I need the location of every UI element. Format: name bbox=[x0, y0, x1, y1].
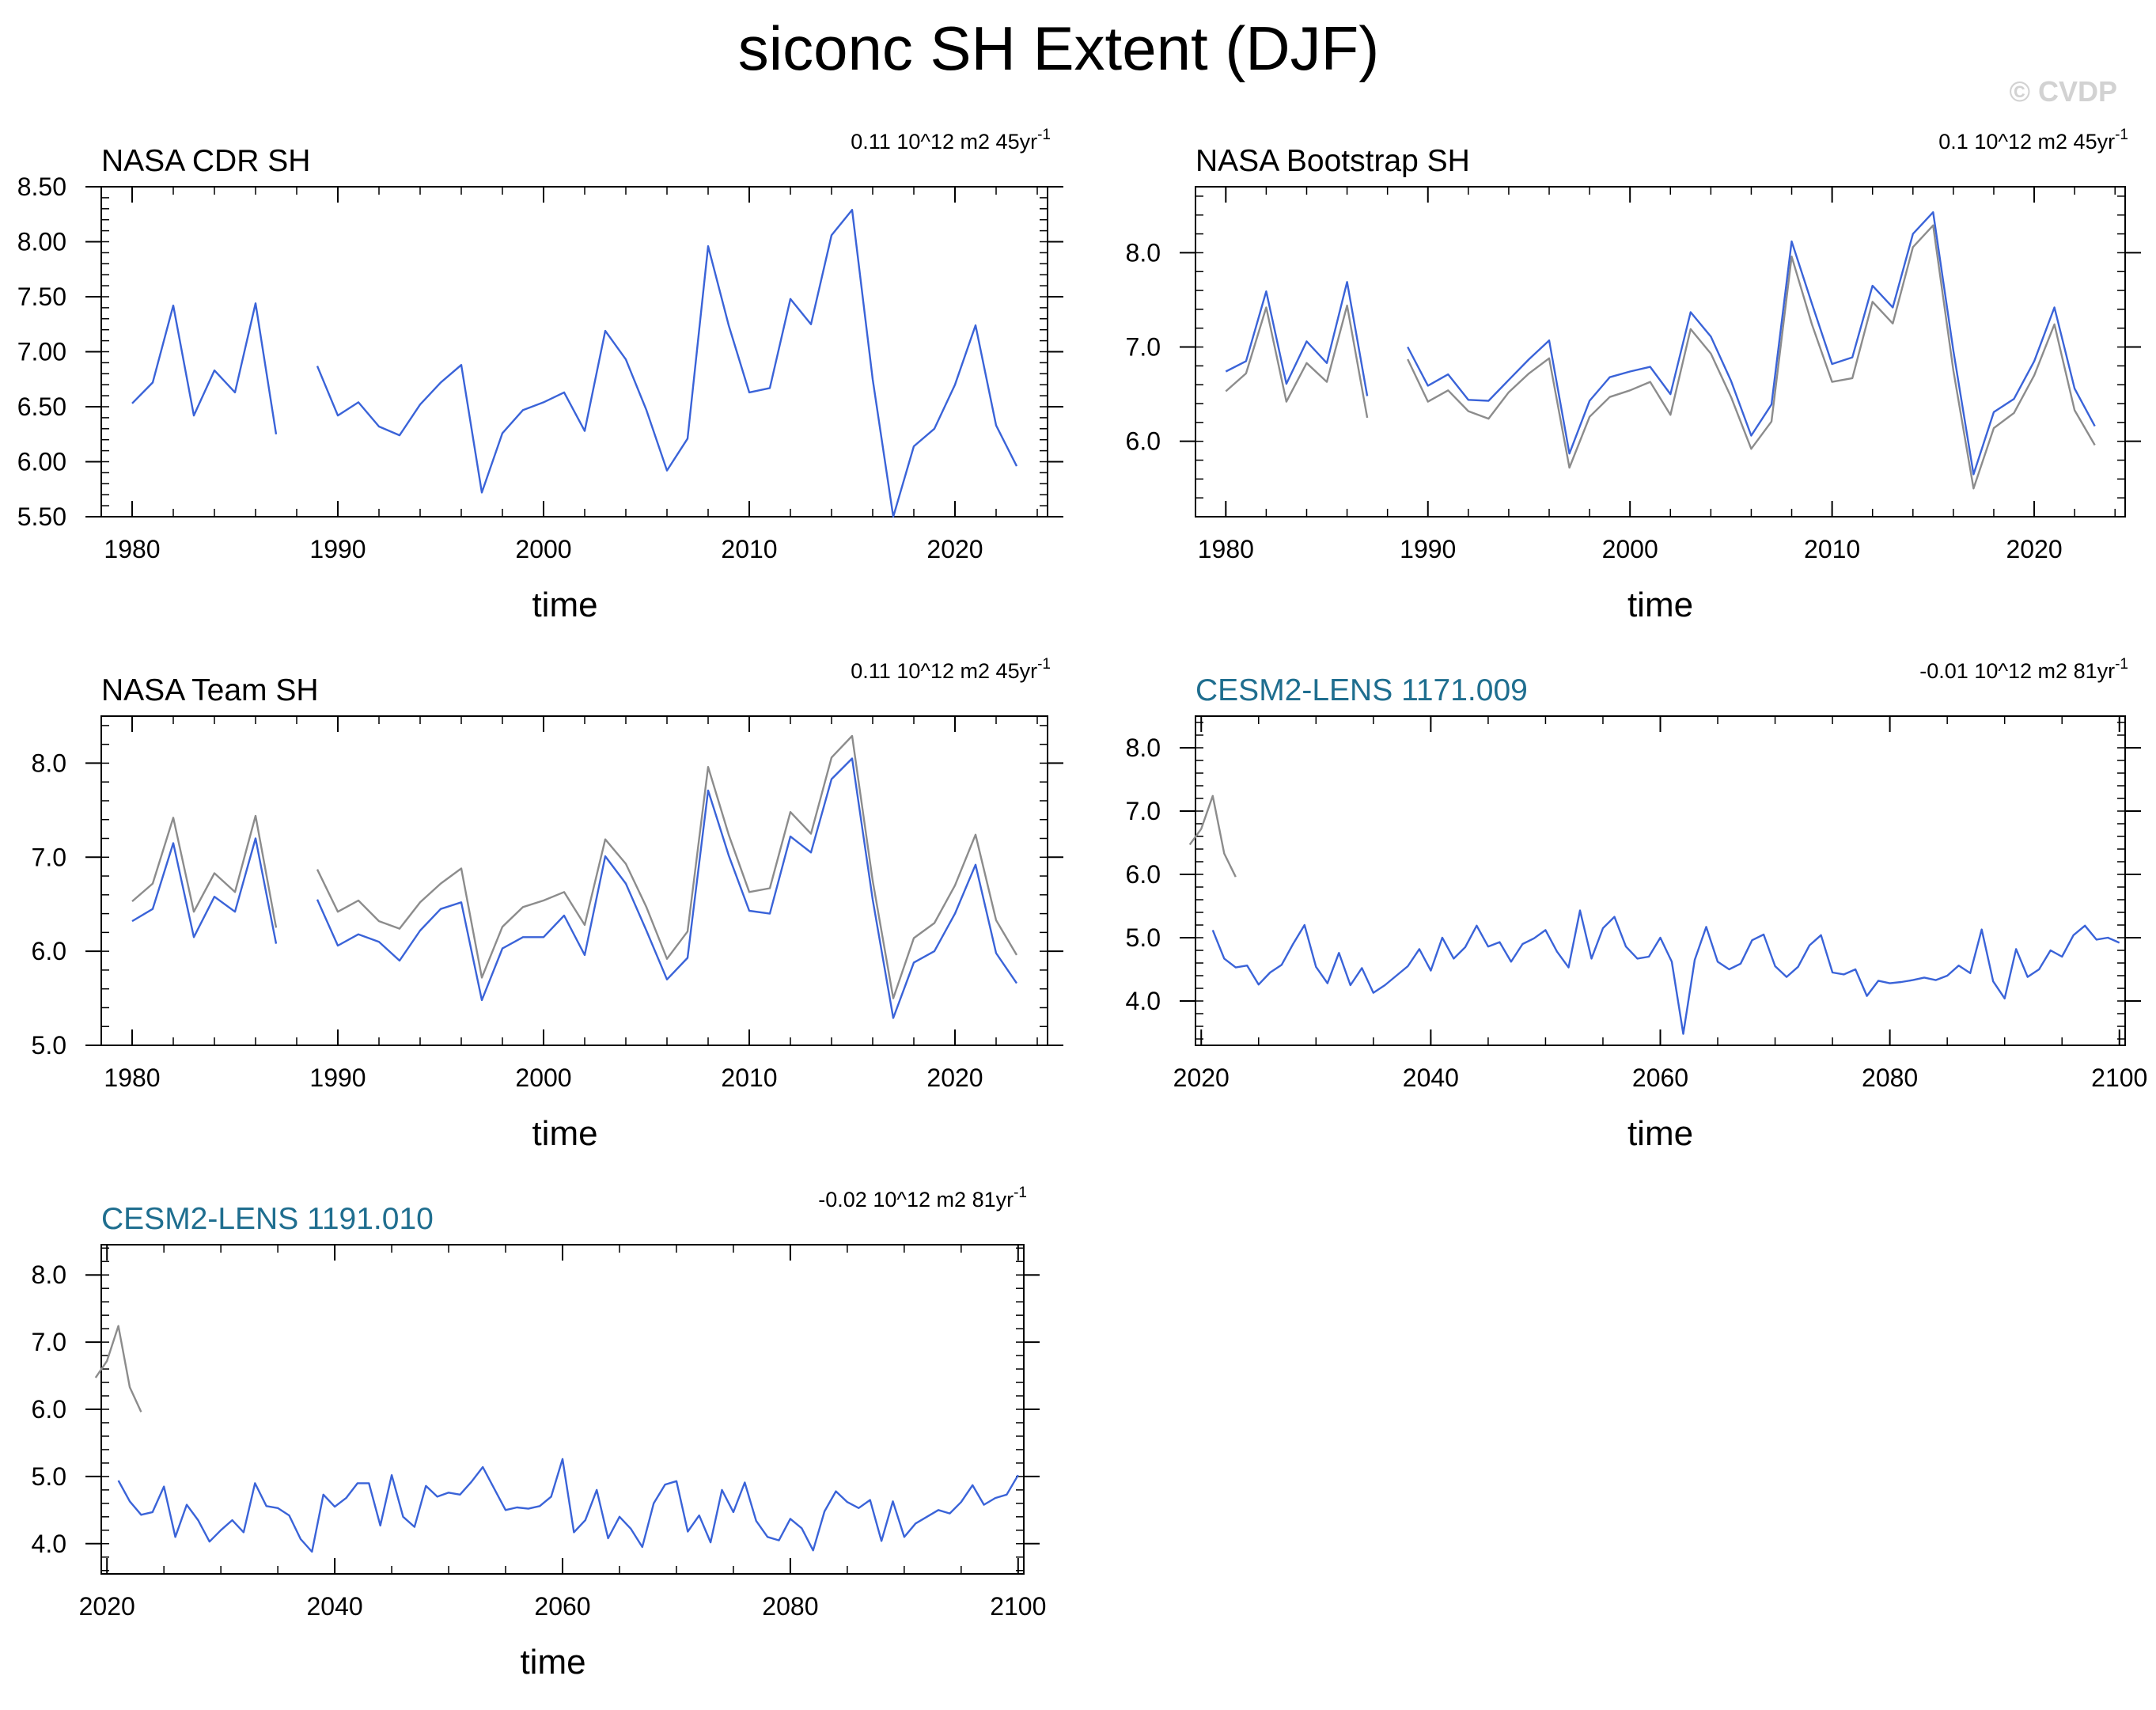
x-tick-label: 2010 bbox=[721, 1064, 777, 1092]
series-line-primary bbox=[117, 1458, 1019, 1553]
y-tick-label: 5.0 bbox=[32, 1462, 66, 1491]
y-tick-label: 5.50 bbox=[17, 502, 66, 531]
trend-value: -0.02 10^12 m2 81yr bbox=[818, 1188, 1014, 1211]
y-tick-label: 7.0 bbox=[32, 1328, 66, 1356]
panel-title: NASA Team SH bbox=[101, 673, 319, 707]
x-tick-label: 1980 bbox=[1198, 535, 1254, 563]
y-tick-label: 6.0 bbox=[32, 1395, 66, 1424]
x-axis-label: time bbox=[520, 1643, 585, 1682]
y-tick-label: 4.0 bbox=[1126, 987, 1161, 1015]
y-tick-label: 6.50 bbox=[17, 392, 66, 421]
plot-frame bbox=[1195, 715, 2126, 1046]
x-tick-label: 2020 bbox=[926, 1064, 983, 1092]
y-tick-label: 8.0 bbox=[32, 749, 66, 777]
series-line-primary bbox=[131, 209, 1018, 518]
x-tick-label: 2040 bbox=[307, 1592, 363, 1621]
panel-5: CESM2-LENS 1191.010 -0.02 10^12 m2 81yr-1… bbox=[32, 1185, 1047, 1682]
y-tick-label: 5.0 bbox=[32, 1031, 66, 1060]
series-line-primary bbox=[1225, 211, 2096, 476]
panel-2: NASA Bootstrap SH 0.1 10^12 m2 45yr-1 1980… bbox=[1126, 127, 2141, 624]
x-axis-label: time bbox=[532, 586, 597, 624]
x-tick-label: 2100 bbox=[990, 1592, 1046, 1621]
trend-value: 0.11 10^12 m2 45yr bbox=[851, 659, 1037, 683]
x-tick-label: 2080 bbox=[762, 1592, 818, 1621]
panel-title: CESM2-LENS 1171.009 bbox=[1195, 673, 1528, 707]
x-tick-label: 1980 bbox=[104, 1064, 160, 1092]
series-line-reference bbox=[94, 1325, 142, 1412]
x-tick-label: 2080 bbox=[1862, 1064, 1918, 1092]
y-tick-label: 5.0 bbox=[1126, 923, 1161, 952]
series-line-primary bbox=[1211, 909, 2120, 1035]
plot-frame bbox=[100, 186, 1048, 518]
panel-title: NASA Bootstrap SH bbox=[1195, 144, 1470, 178]
trend-label: -0.01 10^12 m2 81yr-1 bbox=[1919, 656, 2128, 683]
panel-4: CESM2-LENS 1171.009 -0.01 10^12 m2 81yr-1… bbox=[1126, 656, 2148, 1153]
panel-title: NASA CDR SH bbox=[101, 144, 310, 178]
panel-title: CESM2-LENS 1191.010 bbox=[101, 1202, 434, 1236]
y-tick-label: 8.0 bbox=[1126, 238, 1161, 267]
x-tick-label: 2000 bbox=[515, 1064, 571, 1092]
trend-exponent: -1 bbox=[1014, 1185, 1027, 1201]
y-tick-label: 8.0 bbox=[1126, 734, 1161, 762]
y-tick-label: 6.0 bbox=[32, 937, 66, 965]
trend-value: -0.01 10^12 m2 81yr bbox=[1919, 659, 2115, 683]
y-tick-label: 6.0 bbox=[1126, 860, 1161, 889]
x-tick-label: 1990 bbox=[309, 535, 366, 563]
x-tick-label: 2010 bbox=[1804, 535, 1860, 563]
series-line-reference bbox=[1188, 794, 1237, 878]
x-tick-label: 2000 bbox=[515, 535, 571, 563]
trend-value: 0.11 10^12 m2 45yr bbox=[851, 130, 1037, 154]
x-tick-label: 2000 bbox=[1602, 535, 1658, 563]
y-tick-label: 7.50 bbox=[17, 282, 66, 311]
plot-frame bbox=[100, 715, 1048, 1046]
y-tick-label: 4.0 bbox=[32, 1530, 66, 1558]
y-tick-label: 8.50 bbox=[17, 173, 66, 201]
trend-exponent: -1 bbox=[1037, 127, 1051, 143]
x-tick-label: 2060 bbox=[1632, 1064, 1688, 1092]
x-tick-label: 1980 bbox=[104, 535, 160, 563]
x-tick-label: 2020 bbox=[1173, 1064, 1230, 1092]
x-tick-label: 2100 bbox=[2091, 1064, 2147, 1092]
x-axis-label: time bbox=[532, 1114, 597, 1153]
trend-value: 0.1 10^12 m2 45yr bbox=[1938, 130, 2115, 154]
trend-label: 0.1 10^12 m2 45yr-1 bbox=[1938, 127, 2128, 154]
trend-exponent: -1 bbox=[1037, 656, 1051, 673]
y-tick-label: 8.0 bbox=[32, 1261, 66, 1289]
watermark: © CVDP bbox=[2009, 75, 2117, 108]
x-tick-label: 2010 bbox=[721, 535, 777, 563]
y-tick-label: 7.0 bbox=[1126, 333, 1161, 362]
y-tick-label: 6.0 bbox=[1126, 427, 1161, 456]
panel-1: NASA CDR SH 0.11 10^12 m2 45yr-1 1980 1990 2… bbox=[17, 127, 1063, 624]
panel-3: NASA Team SH 0.11 10^12 m2 45yr-1 1980 1990… bbox=[32, 656, 1063, 1153]
trend-exponent: -1 bbox=[2115, 127, 2128, 143]
series-line-primary bbox=[131, 757, 1017, 1019]
x-tick-label: 2060 bbox=[534, 1592, 590, 1621]
plot-frame bbox=[1195, 186, 2126, 518]
x-tick-label: 1990 bbox=[1400, 535, 1456, 563]
y-tick-label: 6.00 bbox=[17, 448, 66, 476]
x-axis-label: time bbox=[1627, 586, 1693, 624]
x-tick-label: 2040 bbox=[1403, 1064, 1459, 1092]
y-tick-label: 8.00 bbox=[17, 228, 66, 256]
series-line-reference bbox=[1225, 224, 2096, 490]
x-tick-label: 2020 bbox=[926, 535, 983, 563]
y-tick-label: 7.0 bbox=[1126, 797, 1161, 825]
figure-title: siconc SH Extent (DJF) bbox=[738, 13, 1380, 83]
trend-label: 0.11 10^12 m2 45yr-1 bbox=[851, 127, 1051, 154]
x-tick-label: 2020 bbox=[2006, 535, 2062, 563]
trend-label: 0.11 10^12 m2 45yr-1 bbox=[851, 656, 1051, 683]
trend-label: -0.02 10^12 m2 81yr-1 bbox=[818, 1185, 1027, 1211]
series-line-reference bbox=[131, 734, 1018, 999]
x-axis-label: time bbox=[1627, 1114, 1693, 1153]
y-tick-label: 7.0 bbox=[32, 843, 66, 871]
y-tick-label: 7.00 bbox=[17, 338, 66, 366]
x-tick-label: 2020 bbox=[79, 1592, 135, 1621]
x-tick-label: 1990 bbox=[309, 1064, 366, 1092]
trend-exponent: -1 bbox=[2115, 656, 2128, 673]
